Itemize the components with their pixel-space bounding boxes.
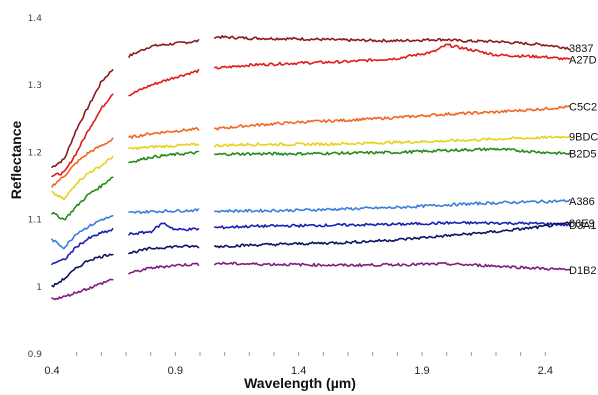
- series-label: B2D5: [569, 149, 597, 161]
- x-tick-label: 1.9: [414, 365, 429, 377]
- series-line-3837: [51, 35, 571, 168]
- series-line-a386: [51, 198, 571, 250]
- y-axis-title: Reflectance: [8, 120, 24, 199]
- series-line-c5c2: [51, 105, 571, 188]
- y-tick-label: 1.3: [28, 81, 42, 91]
- series-label: C5C2: [569, 102, 597, 114]
- series-label: 9BDC: [569, 131, 598, 143]
- series-line-9bdc: [51, 135, 571, 201]
- series-line-b2d5: [51, 147, 571, 221]
- x-tick-label: 1.4: [291, 365, 306, 377]
- x-axis: 0.4 0.9 1.4 1.9 2.4: [44, 352, 553, 377]
- series-label: A386: [569, 196, 595, 208]
- x-tick-label: 0.4: [44, 365, 59, 377]
- series-line-86e9: [51, 221, 571, 288]
- y-tick-label: 1: [36, 283, 42, 293]
- series-label: 3837: [569, 43, 593, 55]
- y-tick-label: 1.4: [28, 14, 43, 24]
- series-line-d1b2: [51, 261, 571, 301]
- series-layer: [51, 35, 571, 301]
- y-tick-label: 1.1: [28, 216, 42, 226]
- x-tick-label: 2.4: [538, 365, 553, 377]
- x-axis-title: Wavelength (µm): [244, 375, 356, 391]
- y-tick-label: 1.2: [28, 148, 42, 158]
- series-label: 86E9: [569, 218, 595, 230]
- x-tick-label: 0.9: [168, 365, 183, 377]
- y-axis: 0.9 1 1.1 1.2 1.3 1.4: [28, 14, 43, 360]
- series-label: A27D: [569, 55, 597, 67]
- y-tick-label: 0.9: [28, 350, 43, 360]
- series-label: D1B2: [569, 265, 597, 277]
- series-line-d3a1: [51, 221, 571, 266]
- series-label: D3A1: [569, 220, 597, 232]
- series-line-a27d: [51, 43, 571, 178]
